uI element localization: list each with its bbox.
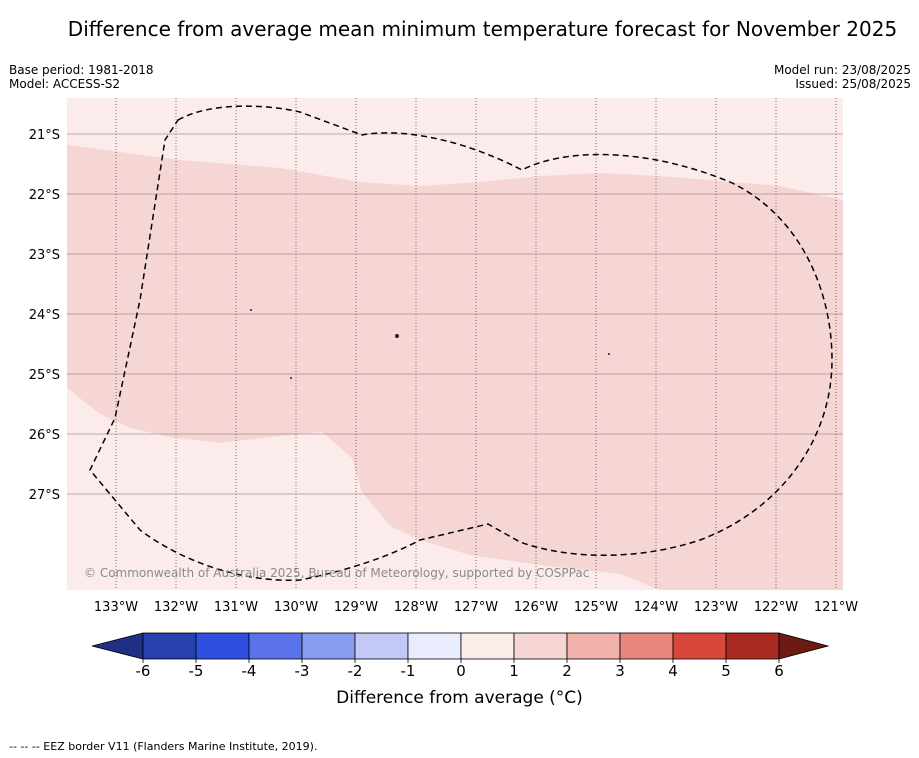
colorbar-segment [142,632,197,660]
lon-label: 122°W [754,600,798,615]
lat-label: 27°S [29,488,60,503]
anomaly-region-1-to-2 [67,145,843,590]
lat-label: 23°S [29,248,60,263]
lon-labels: 133°W 132°W 131°W 130°W 129°W 128°W 127°… [94,600,858,615]
lat-label: 25°S [29,368,60,383]
colorbar-tick-label: -3 [295,662,310,680]
map-plot-area [67,98,843,590]
model-text: Model: ACCESS-S2 [9,77,121,91]
island-2 [395,334,399,338]
islands [250,309,610,379]
meta-left: Base period: 1981-2018 Model: ACCESS-S2 [9,63,154,91]
map-title: Difference from average mean minimum tem… [67,17,898,41]
colorbar-segment [195,632,250,660]
colorbar-ticks: -6 -5 -4 -3 -2 -1 0 1 2 3 4 5 6 [136,659,784,680]
colorbar-tick-label: -6 [136,662,151,680]
colorbar-low-extend [91,632,144,660]
colorbar-segment [619,632,674,660]
colorbar-tick-label: 4 [668,662,678,680]
colorbar-tick-label: 1 [509,662,519,680]
colorbar-segments [91,632,830,660]
lon-label: 131°W [214,600,258,615]
colorbar-tick-label: -4 [242,662,257,680]
issued-text: Issued: 25/08/2025 [795,77,911,91]
copyright-notice: © Commonwealth of Australia 2025, Bureau… [84,566,590,580]
island-4 [608,353,610,355]
colorbar-tick-label: -5 [189,662,204,680]
base-period-text: Base period: 1981-2018 [9,63,154,77]
colorbar-segment [672,632,727,660]
lon-label: 129°W [334,600,378,615]
colorbar-segment [460,632,515,660]
colorbar-segment [513,632,568,660]
colorbar-tick-label: 0 [456,662,466,680]
colorbar-tick-label: 6 [774,662,784,680]
colorbar-tick-label: 5 [721,662,731,680]
meta-right: Model run: 23/08/2025 Issued: 25/08/2025 [774,63,911,91]
lon-label: 124°W [634,600,678,615]
island-3 [290,377,292,379]
colorbar-tick-label: 3 [615,662,625,680]
lon-label: 128°W [394,600,438,615]
parallel-gridlines [67,133,843,495]
lon-label: 125°W [574,600,618,615]
colorbar-segment [301,632,356,660]
colorbar-label: Difference from average (°C) [336,688,583,708]
lon-label: 121°W [814,600,858,615]
eez-border-line [89,105,833,582]
lon-label: 127°W [454,600,498,615]
lat-label: 21°S [29,128,60,143]
lon-label: 133°W [94,600,138,615]
lon-label: 130°W [274,600,318,615]
colorbar-segment [566,632,621,660]
lat-label: 26°S [29,428,60,443]
lon-label: 126°W [514,600,558,615]
colorbar-segment [725,632,780,660]
colorbar-high-extend [778,632,830,660]
colorbar-segment [248,632,303,660]
colorbar-tick-label: -1 [401,662,416,680]
lat-label: 24°S [29,308,60,323]
colorbar-segment [407,632,462,660]
colorbar-segment [354,632,409,660]
colorbar-tick-label: -2 [348,662,363,680]
lon-label: 132°W [154,600,198,615]
lat-labels: 21°S 22°S 23°S 24°S 25°S 26°S 27°S [29,128,60,503]
meridian-gridlines [115,98,837,590]
eez-footnote: -- -- -- EEZ border V11 (Flanders Marine… [9,740,318,753]
lat-label: 22°S [29,188,60,203]
lon-label: 123°W [694,600,738,615]
model-run-text: Model run: 23/08/2025 [773,63,911,77]
island-1 [250,309,252,311]
colorbar-tick-label: 2 [562,662,572,680]
